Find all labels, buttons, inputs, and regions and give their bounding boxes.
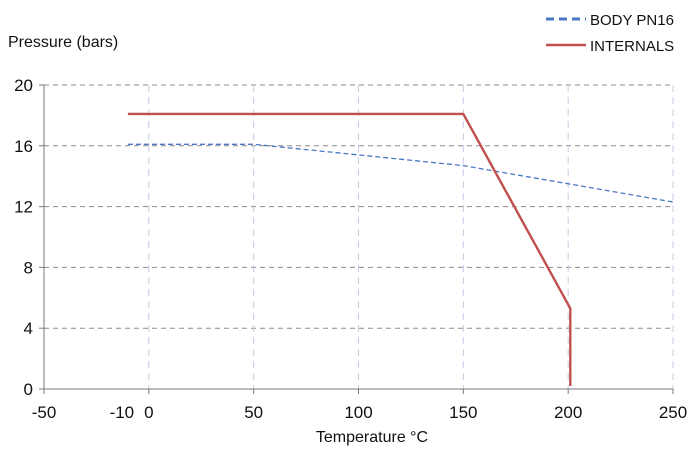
y-tick-label-20: 20 <box>14 76 33 95</box>
axes <box>39 84 674 394</box>
x-tick-label-100: 100 <box>344 403 372 422</box>
legend: BODY PN16 INTERNALS <box>546 12 674 55</box>
legend-label-body-pn16: BODY PN16 <box>590 12 674 29</box>
legend-label-internals: INTERNALS <box>590 38 674 55</box>
series-layer <box>127 112 674 386</box>
series-line-internals <box>127 112 572 386</box>
tick-labels: 0 4 8 12 16 20 -50 0 50 100 150 200 250 -10 <box>14 76 687 422</box>
x-tick-label-50: 50 <box>244 403 263 422</box>
x-tick-label-250: 250 <box>659 403 687 422</box>
x-tick-label-200: 200 <box>554 403 582 422</box>
series-line-body-pn16 <box>127 143 674 203</box>
y-tick-label-0: 0 <box>24 380 33 399</box>
y-tick-label-16: 16 <box>14 137 33 156</box>
x-axis-title: Temperature °C <box>316 429 428 446</box>
y-axis-title: Pressure (bars) <box>8 34 118 51</box>
x-tick-label-extra: -10 <box>110 403 135 422</box>
x-tick-label--50: -50 <box>32 403 57 422</box>
x-tick-label-150: 150 <box>449 403 477 422</box>
y-tick-label-12: 12 <box>14 198 33 217</box>
x-tick-label-0: 0 <box>144 403 153 422</box>
grid <box>44 84 674 389</box>
y-tick-label-4: 4 <box>24 319 33 338</box>
y-tick-label-8: 8 <box>24 258 33 277</box>
